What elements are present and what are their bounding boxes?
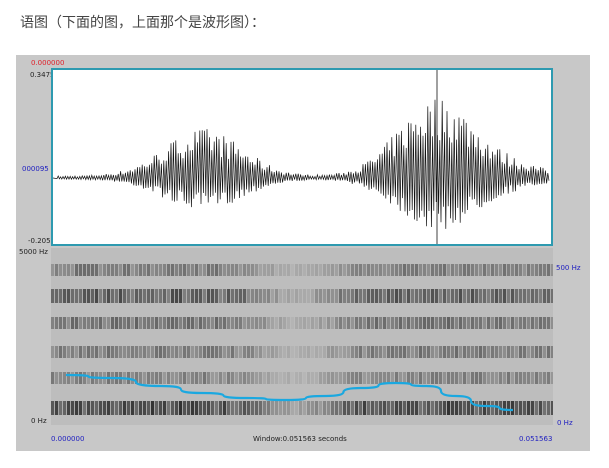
waveform-graph xyxy=(53,70,550,244)
waveform-trace xyxy=(53,99,550,229)
praat-sound-window: 0.000000 0.3475 000095 -0.2050 5000 Hz 0… xyxy=(16,55,590,451)
freq-top-left-label: 5000 Hz xyxy=(19,248,48,256)
freq-top-right-label: 500 Hz xyxy=(556,264,581,272)
amplitude-zero-label: 000095 xyxy=(22,165,49,173)
caption-text: 语图（下面的图，上面那个是波形图）： xyxy=(20,15,265,31)
freq-bottom-right-label: 0 Hz xyxy=(557,419,573,427)
freq-bottom-left-label: 0 Hz xyxy=(31,417,47,425)
top-time-label: 0.000000 xyxy=(31,59,65,67)
amplitude-min-label: -0.2050 xyxy=(28,237,56,245)
window-duration-label: Window:0.051563 seconds xyxy=(253,435,347,443)
spectrogram-panel[interactable] xyxy=(51,248,553,425)
amplitude-max-label: 0.3475 xyxy=(30,71,55,79)
spectrogram-columns xyxy=(51,264,553,415)
start-time-label: 0.000000 xyxy=(51,435,85,443)
spectrogram-graph xyxy=(51,264,553,415)
pitch-contour xyxy=(65,373,514,412)
waveform-panel[interactable] xyxy=(51,68,553,246)
end-time-label: 0.051563 xyxy=(519,435,553,443)
